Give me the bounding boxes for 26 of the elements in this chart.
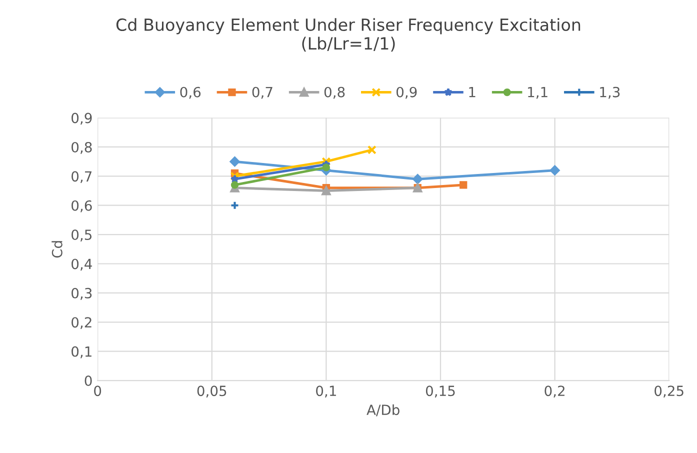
y-tick-label: 0,8	[72, 142, 92, 154]
y-tick-label: 0,3	[72, 288, 92, 300]
y-axis-title: Cd	[52, 241, 62, 258]
chart-title: Cd Buoyancy Element Under Riser Frequency Excitation (Lb/Lr=1/1)	[116, 18, 580, 52]
y-tick-label: 0,4	[72, 258, 92, 271]
y-tick-label: 0,1	[72, 346, 92, 358]
y-tick-label: 0	[84, 375, 92, 386]
x-tick-label: 0,25	[654, 386, 684, 398]
legend-label: 0,9	[396, 86, 417, 99]
x-tick-label: 0,2	[544, 386, 564, 398]
y-tick-label: 0,2	[72, 317, 92, 330]
x-tick-label: 0,1	[316, 386, 336, 398]
y-tick-label: 0,9	[72, 112, 92, 125]
legend-label: 0,8	[324, 86, 345, 99]
y-tick-label: 0,5	[72, 230, 92, 242]
x-tick-label: 0,05	[197, 386, 226, 398]
legend-label: 1,3	[600, 86, 620, 99]
legend-label: 1	[469, 87, 476, 98]
y-tick-label: 0,6	[72, 200, 92, 212]
x-tick-label: 0	[94, 386, 102, 396]
y-tick-label: 0,7	[72, 171, 92, 184]
x-tick-label: 0,15	[426, 386, 455, 398]
x-axis-title: A/Db	[366, 404, 400, 416]
legend-label: 0,6	[180, 86, 201, 99]
legend-label: 0,7	[252, 86, 272, 99]
legend-label: 1,1	[528, 87, 548, 99]
